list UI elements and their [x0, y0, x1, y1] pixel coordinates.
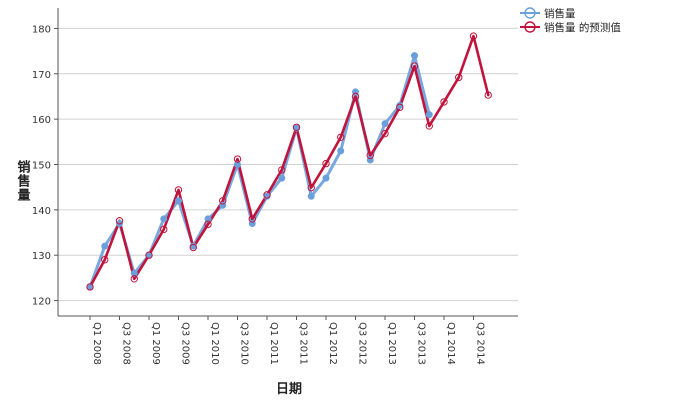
x-tick-label: Q1 2014 [445, 322, 456, 365]
forecast-point [337, 133, 345, 141]
x-tick-label: Q1 2010 [209, 322, 220, 365]
y-tick-label: 160 [32, 115, 51, 126]
actual-point [234, 160, 241, 168]
y-tick-label: 180 [32, 24, 51, 35]
x-tick-labels: Q1 2008 Q3 2008 Q1 2009 Q3 2009 Q1 2010 Q3 20… [91, 322, 486, 365]
actual-point [425, 111, 433, 119]
forecast-point [145, 251, 153, 259]
forecast-point [366, 151, 374, 160]
forecast-point [381, 129, 389, 138]
y-tick-label: 140 [32, 206, 51, 217]
forecast-point [425, 122, 433, 130]
actual-point [130, 269, 138, 277]
forecast-point [351, 92, 360, 101]
x-tick-label: Q3 2013 [416, 322, 427, 365]
x-tick-label: Q3 2010 [239, 322, 250, 365]
forecast-point [189, 243, 197, 252]
x-axis-label: 日期 [276, 382, 302, 397]
actual-point [381, 120, 389, 128]
actual-point [278, 174, 286, 182]
axes [54, 8, 518, 320]
forecast-point [278, 166, 286, 174]
forecast-point [233, 155, 242, 163]
forecast-point [396, 103, 404, 112]
actual-point [204, 215, 212, 223]
forecast-point [292, 123, 301, 131]
forecast-point [86, 283, 94, 291]
actual-point [175, 197, 182, 205]
x-tick-label: Q1 2011 [268, 322, 279, 365]
forecast-point [219, 197, 227, 205]
series-line-forecast [88, 34, 490, 289]
forecast-point [469, 32, 478, 40]
x-tick-label: Q1 2012 [327, 322, 338, 365]
forecast-point [307, 183, 315, 192]
forecast-point [440, 98, 448, 106]
forecast-point [174, 186, 183, 194]
forecast-point [322, 159, 330, 168]
y-tick-label: 130 [32, 251, 51, 262]
x-tick-label: Q3 2011 [298, 322, 309, 365]
y-tick-label: 170 [32, 70, 51, 81]
actual-point [411, 52, 418, 60]
legend-label: 销售量 [544, 7, 576, 20]
forecast-point [263, 191, 271, 199]
y-axis-label: 销售量 [15, 159, 31, 202]
actual-point [307, 192, 315, 200]
forecast-point [130, 275, 138, 283]
forecast-point [160, 225, 168, 234]
forecast-point [248, 215, 256, 223]
series-line-actual [88, 54, 431, 289]
y-tick-label: 120 [32, 297, 51, 308]
x-tick-label: Q3 2009 [180, 322, 191, 365]
x-tick-label: Q1 2009 [150, 322, 161, 365]
forecast-point [101, 256, 109, 264]
forecast-point [410, 62, 419, 70]
forecast-point [115, 217, 124, 225]
x-tick-label: Q1 2008 [91, 322, 102, 365]
actual-point [101, 242, 109, 250]
legend-label: 销售量 的预测值 [544, 21, 621, 34]
forecast-point [455, 73, 463, 82]
forecast-point [204, 220, 212, 229]
x-tick-label: Q3 2008 [121, 322, 132, 365]
grid-lines [58, 27, 518, 302]
y-tick-label: 150 [32, 160, 51, 171]
series-points [86, 32, 492, 291]
actual-point [322, 174, 330, 182]
x-tick-label: Q1 2013 [386, 322, 397, 365]
legend-swatch-marker [524, 7, 536, 19]
y-tick-labels: 120 130 140 150 160 170 180 [32, 24, 51, 307]
forecast-point [484, 91, 492, 99]
x-tick-label: Q3 2014 [475, 322, 486, 365]
legend-swatch-marker [524, 21, 536, 33]
x-tick-label: Q3 2012 [357, 322, 368, 365]
actual-point [160, 215, 168, 223]
actual-point [337, 147, 345, 155]
